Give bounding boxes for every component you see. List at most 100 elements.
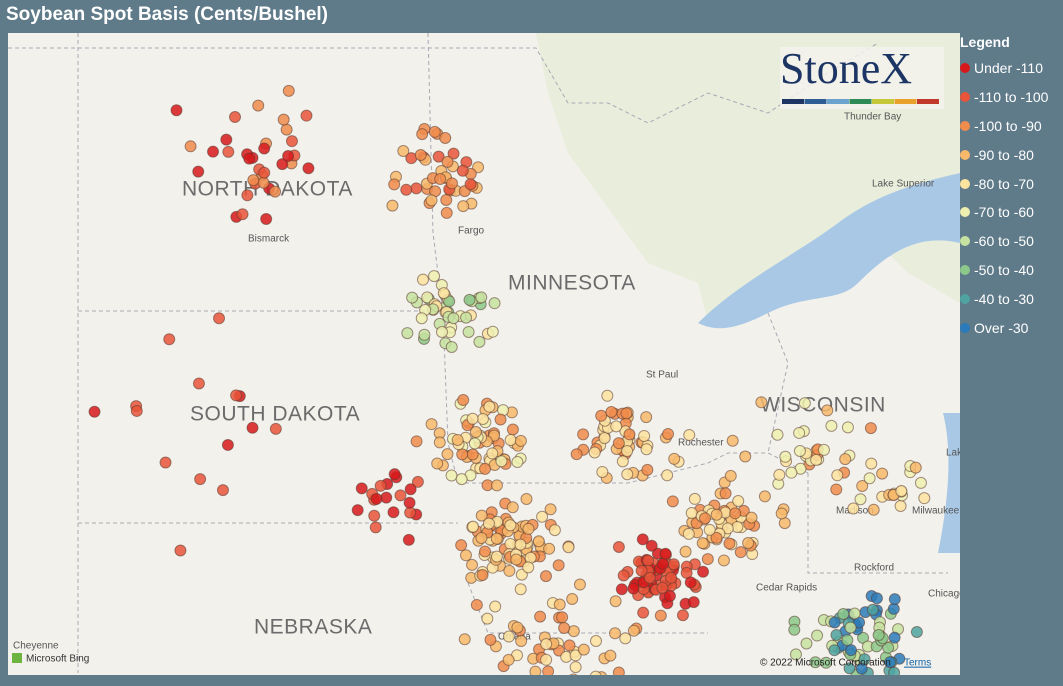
map-dot [755,396,768,409]
legend-swatch [960,178,970,189]
legend-swatch [960,120,970,131]
map-dot [504,519,517,532]
map-dot [486,325,499,338]
map-dot [479,545,492,558]
map-dot [828,616,841,629]
map-dot [640,411,653,424]
map-dot [800,637,813,650]
map-dot [163,333,176,346]
map-dot [192,377,205,390]
map-dot [506,423,519,436]
state-label: WISCONSIN [760,394,886,417]
map-dot [415,312,428,325]
map-dot [697,565,710,578]
map-dot [637,606,650,619]
map-dot [503,564,516,577]
map-dot [447,147,460,160]
map-dot [475,291,488,304]
map-dot [88,405,101,418]
map-dot [486,447,499,460]
map-dot [609,595,622,608]
map-dot [553,598,566,611]
map-dot [269,422,282,435]
map-dot [793,445,806,458]
map-dot [207,145,220,158]
map-dot [258,142,271,155]
provider-logo [12,653,22,663]
map-dot [739,450,752,463]
map-dot [645,539,658,552]
map-dot [445,341,458,354]
map-dot [421,291,434,304]
map-dot [370,492,383,505]
map-dot [300,109,313,122]
map-dot [620,407,633,420]
legend-item: -70 to -60 [960,198,1048,227]
map-dot [404,483,417,496]
map-dot [388,468,401,481]
map-dot [213,312,226,325]
map-dot [640,443,653,456]
legend-swatch [960,92,970,103]
map-dot [192,165,205,178]
map-dot [479,462,492,475]
map-dot [529,665,542,675]
map-dot [184,140,197,153]
map-dot [435,326,448,339]
map-dot [666,495,679,508]
legend-item: -40 to -30 [960,284,1048,313]
map-dot [460,311,473,324]
map-dot [830,628,843,641]
map-dot [841,634,854,647]
map-dot [406,291,419,304]
map-dot [257,176,270,189]
legend-label: -40 to -30 [974,290,1034,307]
map-dot [863,472,876,485]
map-dot [662,427,675,440]
place-label: Rochester [678,438,724,449]
map-dot [425,194,438,207]
map-dot [569,649,582,662]
map-dot [511,621,524,634]
map-dot [577,643,590,656]
terms[interactable]: Terms [904,658,931,669]
map-dot [532,535,545,548]
map-dot [845,644,858,657]
map-dot [387,506,400,519]
map-dot [855,662,868,675]
map-dot [502,630,515,643]
map-dot [401,327,414,340]
map-dot [676,609,689,622]
map-dot [914,476,927,489]
map-dot [679,545,692,558]
map-dot [884,656,897,669]
map-dot [476,412,489,425]
map-dot [411,475,424,488]
map-dot [723,537,736,550]
map-dot [729,507,742,520]
logo-bar [849,99,872,104]
place-label: Cheyenne [13,641,59,652]
map-dot [456,164,469,177]
map-dot [440,206,453,219]
map-dot [745,511,758,524]
map-dot [544,503,557,516]
map-dot [445,177,458,190]
map-dot [828,644,841,657]
legend-item: Over -30 [960,313,1048,342]
place-label: Milwaukee [912,506,960,517]
map-dot [282,150,295,163]
map-dot [701,553,714,566]
map-dot [260,212,273,225]
logo-bar [917,99,939,104]
map-dot [475,509,488,522]
map-dot [490,479,503,492]
map-dot [654,609,667,622]
map-dot [443,295,456,308]
map-dot [570,448,583,461]
map-dot [866,603,879,616]
map-dot [540,653,553,666]
legend-label: -110 to -100 [974,89,1049,106]
map-dot [605,406,618,419]
map-dot [793,426,806,439]
